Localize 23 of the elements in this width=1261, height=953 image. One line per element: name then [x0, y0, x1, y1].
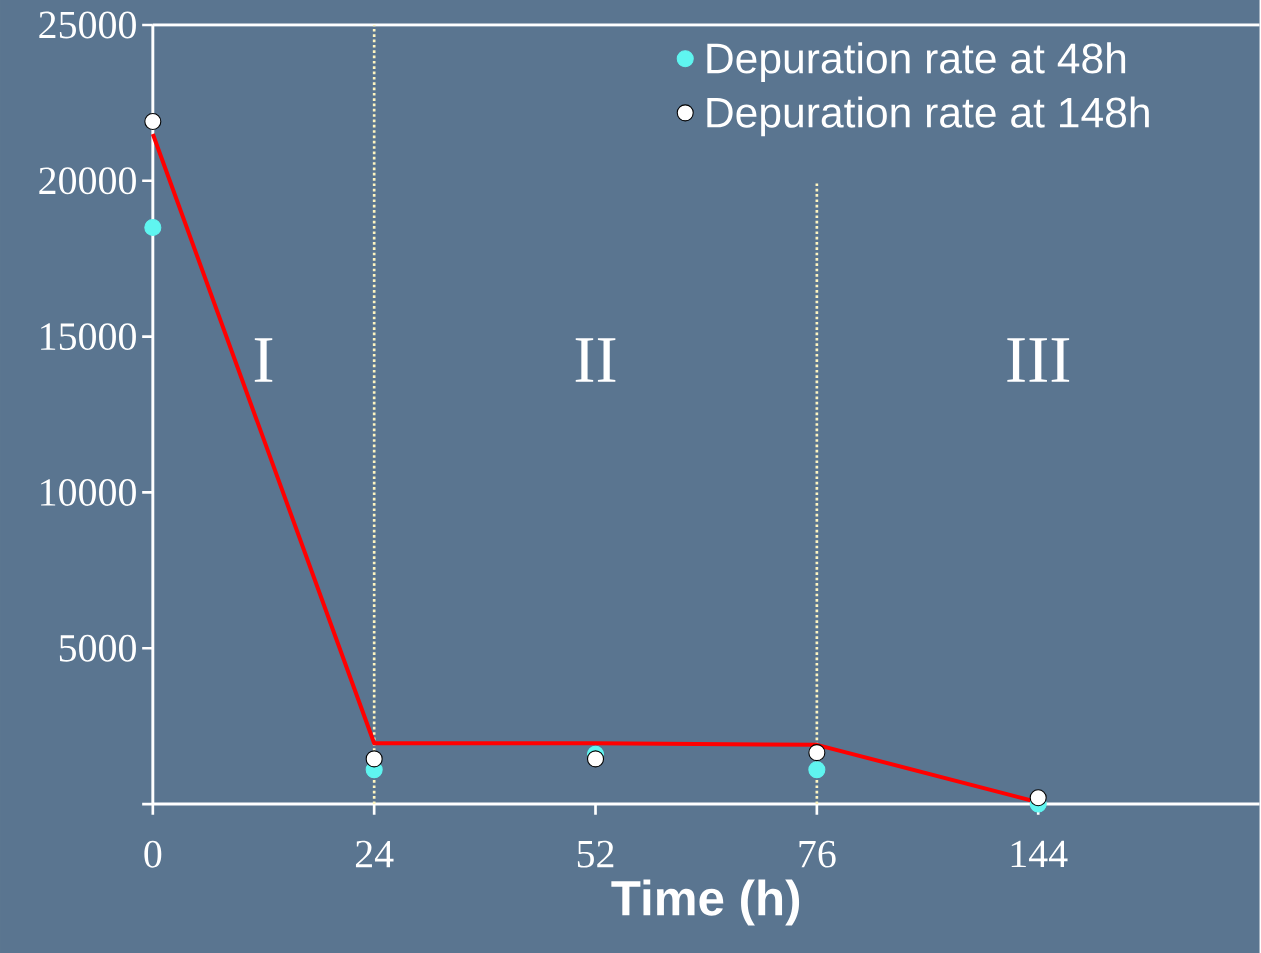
point: [586, 750, 605, 768]
point: [808, 761, 826, 779]
point: [808, 744, 826, 762]
y-tick-label: 20000: [39, 167, 136, 195]
x-tick-label: 144: [1011, 840, 1068, 868]
point: [144, 113, 162, 131]
x-tick-label: 24: [355, 840, 394, 868]
y-tick-label: 5000: [59, 634, 136, 662]
legend-label: Depuration rate at 148h: [707, 96, 1149, 137]
x-tick-label: 52: [577, 840, 614, 868]
legend-label: Depuration rate at 48h: [707, 42, 1126, 83]
x-tick-label: 0: [144, 840, 162, 868]
point: [144, 219, 162, 237]
y-tick-label: 25000: [39, 11, 136, 39]
annotation: I: [254, 338, 273, 382]
y-tick-label: 10000: [41, 478, 136, 506]
point: [1029, 789, 1047, 807]
y-tick-label: 15000: [41, 323, 136, 351]
point: [365, 750, 383, 768]
annotation: II: [575, 338, 616, 382]
x-axis-title: Time (h): [611, 879, 800, 926]
x-tick-label: 76: [799, 840, 836, 868]
annotation: III: [1007, 338, 1070, 382]
